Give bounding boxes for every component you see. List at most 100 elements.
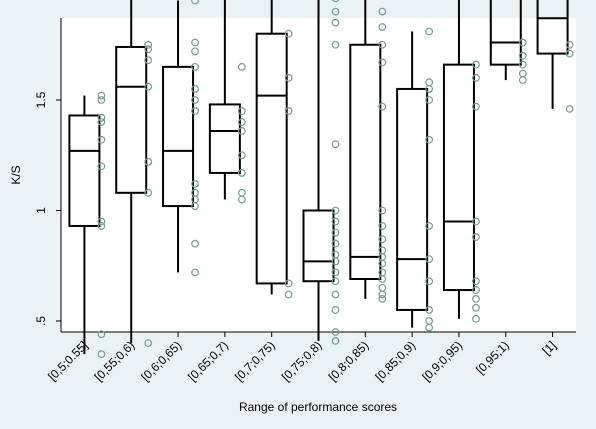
data-point [378, 246, 387, 255]
data-point [97, 330, 106, 339]
data-point [331, 40, 340, 49]
data-point [144, 188, 153, 197]
data-point [425, 317, 434, 325]
data-point [378, 40, 387, 49]
x-tick-label: [0,7;0,75) [232, 338, 278, 384]
data-point [378, 222, 387, 230]
data-point [378, 283, 387, 292]
data-point [237, 188, 246, 197]
y-axis-title: K/S [9, 165, 23, 184]
data-point [472, 295, 480, 303]
y-tick-label: 1 [34, 207, 48, 214]
data-point [237, 107, 246, 115]
data-point [97, 135, 106, 144]
box-iqr [255, 32, 288, 285]
data-point [331, 306, 340, 314]
data-point [191, 85, 199, 93]
data-point [472, 60, 480, 69]
data-point [191, 47, 199, 56]
data-point [284, 73, 293, 82]
data-point [565, 40, 574, 49]
data-point [331, 228, 340, 237]
data-point [565, 49, 574, 58]
x-ticks: [0,5;0.55] [0,55;0,6) [0,6;0,65) [0,65;0,7)… [45, 332, 559, 384]
box-group [302, 0, 340, 345]
box-group [536, 0, 574, 113]
data-point [378, 206, 387, 215]
data-point [331, 239, 340, 248]
box-group [255, 0, 293, 299]
data-point [97, 350, 106, 359]
box-iqr [115, 45, 148, 194]
x-tick-label: [0,55;0,6) [92, 338, 138, 384]
data-point [378, 235, 387, 244]
data-point [191, 188, 199, 197]
data-point [237, 169, 246, 177]
data-point [518, 69, 527, 78]
data-point [378, 268, 387, 277]
data-point [331, 206, 340, 215]
data-point [518, 51, 527, 60]
data-point [97, 113, 106, 122]
data-point [144, 40, 153, 49]
x-tick-label: [0,85;0,9) [373, 338, 419, 384]
data-point [284, 279, 293, 288]
y-tick-label: .5 [34, 316, 48, 326]
data-point [144, 56, 153, 65]
data-point [472, 73, 480, 82]
data-point [191, 96, 199, 104]
data-point [97, 217, 106, 226]
data-point [331, 268, 340, 277]
data-point [237, 127, 246, 135]
box-group [115, 0, 153, 348]
data-point [472, 314, 480, 323]
data-point [331, 217, 340, 226]
data-point [331, 18, 340, 27]
boxes [68, 0, 574, 359]
data-point [378, 102, 387, 111]
data-point [191, 38, 199, 47]
data-point [331, 7, 340, 16]
data-point [472, 102, 480, 111]
data-point [331, 277, 340, 286]
box-group [349, 0, 387, 303]
data-point [97, 91, 106, 100]
box-iqr [396, 87, 429, 311]
data-point [191, 0, 199, 5]
data-point [144, 157, 153, 166]
y-tick-label: 1.5 [34, 91, 48, 108]
box-iqr [489, 0, 522, 66]
box-group [208, 0, 246, 204]
data-point [378, 295, 387, 303]
data-point [284, 29, 293, 38]
data-point [331, 336, 340, 345]
box-group [489, 0, 527, 85]
data-point [237, 62, 246, 71]
x-tick-label: [0,65;0,7) [185, 338, 231, 384]
box-group [396, 27, 434, 332]
data-point [191, 107, 199, 115]
data-point [284, 107, 293, 115]
data-point [331, 328, 340, 336]
x-tick-label: [0,75;0,8) [279, 338, 325, 384]
data-point [191, 268, 199, 277]
data-point [191, 239, 199, 248]
data-point [425, 135, 434, 144]
box-group [162, 0, 199, 277]
data-point [425, 306, 434, 314]
data-point [97, 96, 106, 104]
data-point [331, 0, 340, 3]
data-point [425, 277, 434, 286]
x-axis-title: Range of performance scores [239, 400, 397, 414]
data-point [331, 250, 340, 259]
data-point [331, 290, 340, 299]
data-point [378, 58, 387, 67]
data-point [565, 104, 574, 113]
box-iqr [536, 0, 569, 55]
box-iqr [68, 114, 101, 227]
data-point [472, 303, 480, 312]
box-group [442, 0, 480, 323]
data-point [97, 118, 106, 126]
y-ticks: .511.522.53 [34, 91, 61, 326]
